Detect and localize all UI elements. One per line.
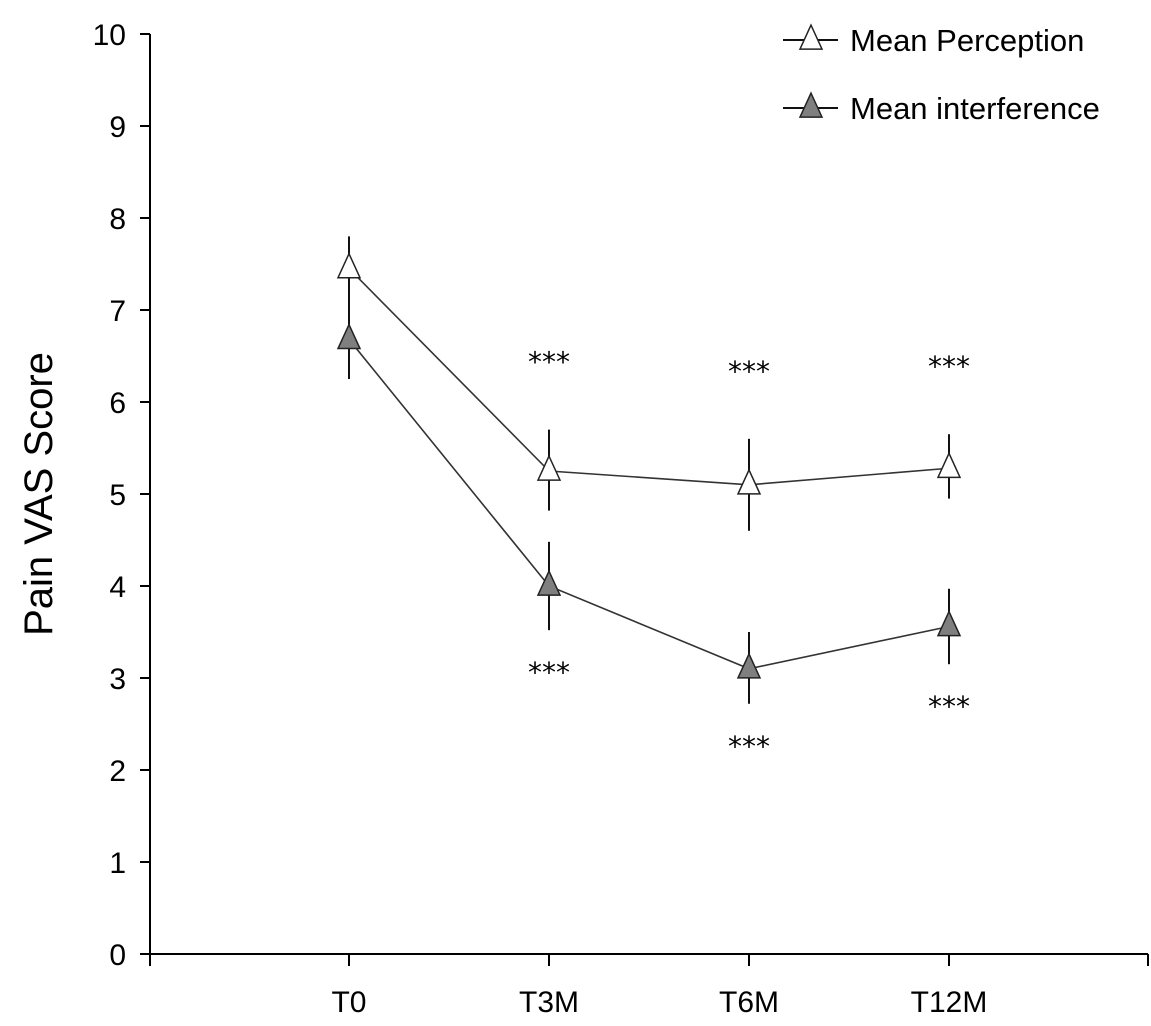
x-tick-label: T3M <box>519 986 579 1019</box>
y-tick-label: 9 <box>109 111 126 144</box>
series-line-interference <box>348 338 950 670</box>
error-bars <box>348 236 950 704</box>
legend: Mean Perception Mean interference <box>783 23 1100 126</box>
y-tick-label: 8 <box>109 203 126 236</box>
data-markers <box>336 251 962 679</box>
y-tick-label: 10 <box>93 19 126 52</box>
significance-label: *** <box>728 730 770 763</box>
y-tick-label: 1 <box>109 847 126 880</box>
y-tick-label: 3 <box>109 663 126 696</box>
legend-label: Mean interference <box>850 91 1100 126</box>
y-tick-label: 7 <box>109 295 126 328</box>
data-point-perception <box>936 451 962 479</box>
legend-label: Mean Perception <box>850 23 1084 58</box>
significance-label: *** <box>728 355 770 388</box>
data-point-interference <box>936 609 962 637</box>
significance-label: *** <box>928 690 970 723</box>
x-tick-label: T12M <box>911 986 988 1019</box>
significance-labels: *** *** *** *** *** *** <box>528 346 970 763</box>
axes: 0 1 2 3 4 5 6 7 8 9 10 T0 T3M T6M T12M <box>93 19 1149 1019</box>
data-point-interference <box>736 652 762 679</box>
legend-marker <box>798 91 824 118</box>
significance-label: *** <box>528 346 570 379</box>
data-point-perception <box>536 454 562 481</box>
legend-marker <box>798 23 824 50</box>
y-tick-label: 2 <box>109 755 126 788</box>
data-point-perception <box>336 251 362 279</box>
x-tick-label: T6M <box>719 986 779 1019</box>
data-point-perception <box>736 468 762 495</box>
y-tick-label: 0 <box>109 939 126 972</box>
data-point-interference <box>536 569 562 596</box>
y-tick-label: 5 <box>109 479 126 512</box>
data-point-interference <box>336 322 362 350</box>
series-line-perception <box>348 268 950 486</box>
y-axis-title: Pain VAS Score <box>17 352 61 636</box>
series-lines <box>348 268 950 670</box>
x-tick-label: T0 <box>331 986 366 1019</box>
y-tick-label: 4 <box>109 571 126 604</box>
significance-label: *** <box>928 350 970 383</box>
significance-label: *** <box>528 656 570 689</box>
y-tick-label: 6 <box>109 387 126 420</box>
